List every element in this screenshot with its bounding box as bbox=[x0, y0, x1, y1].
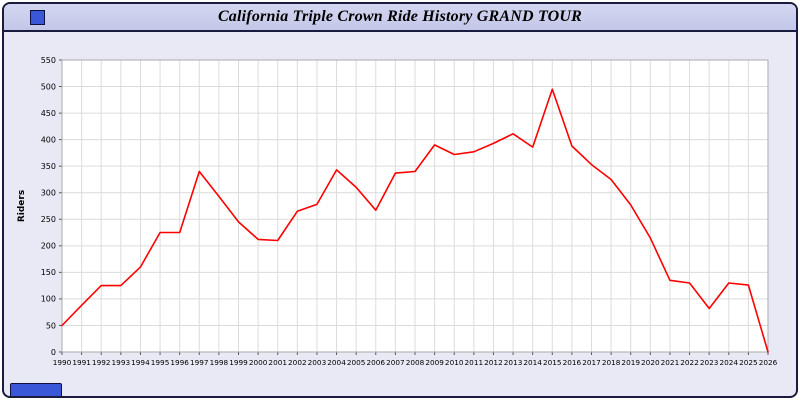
line-chart: 1990 1991 1992 1993 1994 1995 1996 1997 1998 1999… bbox=[17, 56, 778, 367]
svg-text:200: 200 bbox=[41, 242, 56, 251]
svg-text:1992: 1992 bbox=[92, 358, 111, 367]
svg-text:2009: 2009 bbox=[425, 358, 444, 367]
svg-text:1990: 1990 bbox=[53, 358, 72, 367]
svg-text:2003: 2003 bbox=[308, 358, 327, 367]
svg-text:1993: 1993 bbox=[112, 358, 131, 367]
svg-text:2025: 2025 bbox=[739, 358, 758, 367]
svg-text:2016: 2016 bbox=[563, 358, 582, 367]
svg-text:1996: 1996 bbox=[170, 358, 189, 367]
svg-text:0: 0 bbox=[51, 348, 56, 357]
svg-text:450: 450 bbox=[41, 109, 56, 118]
svg-text:400: 400 bbox=[41, 135, 56, 144]
svg-text:2015: 2015 bbox=[543, 358, 562, 367]
svg-text:2000: 2000 bbox=[249, 358, 268, 367]
svg-text:2004: 2004 bbox=[327, 358, 346, 367]
svg-text:2019: 2019 bbox=[621, 358, 640, 367]
svg-text:1994: 1994 bbox=[131, 358, 150, 367]
svg-text:Riders: Riders bbox=[17, 190, 27, 222]
svg-text:2005: 2005 bbox=[347, 358, 366, 367]
titlebar[interactable]: California Triple Crown Ride History GRA… bbox=[4, 4, 796, 32]
svg-text:2014: 2014 bbox=[523, 358, 542, 367]
svg-text:2007: 2007 bbox=[386, 358, 405, 367]
svg-text:2017: 2017 bbox=[582, 358, 601, 367]
svg-text:250: 250 bbox=[41, 215, 56, 224]
chart-panel: 1990 1991 1992 1993 1994 1995 1996 1997 1998 1999… bbox=[4, 32, 796, 396]
svg-text:2024: 2024 bbox=[719, 358, 738, 367]
svg-text:2013: 2013 bbox=[504, 358, 523, 367]
svg-text:1995: 1995 bbox=[151, 358, 170, 367]
window-title: California Triple Crown Ride History GRA… bbox=[217, 8, 583, 25]
svg-text:350: 350 bbox=[41, 162, 56, 171]
svg-text:2022: 2022 bbox=[680, 358, 699, 367]
svg-text:2023: 2023 bbox=[700, 358, 719, 367]
svg-text:100: 100 bbox=[41, 295, 56, 304]
svg-text:1991: 1991 bbox=[72, 358, 91, 367]
svg-text:2020: 2020 bbox=[641, 358, 660, 367]
window-icon bbox=[30, 10, 45, 25]
svg-text:2002: 2002 bbox=[288, 358, 307, 367]
svg-text:500: 500 bbox=[41, 82, 56, 91]
svg-text:2001: 2001 bbox=[268, 358, 287, 367]
svg-text:550: 550 bbox=[41, 56, 56, 65]
svg-text:2011: 2011 bbox=[465, 358, 484, 367]
svg-text:2008: 2008 bbox=[406, 358, 425, 367]
svg-text:150: 150 bbox=[41, 268, 56, 277]
svg-text:1998: 1998 bbox=[210, 358, 229, 367]
svg-text:2010: 2010 bbox=[445, 358, 464, 367]
svg-text:1999: 1999 bbox=[229, 358, 248, 367]
svg-text:2006: 2006 bbox=[366, 358, 385, 367]
svg-text:2018: 2018 bbox=[602, 358, 621, 367]
svg-text:2026: 2026 bbox=[759, 358, 778, 367]
svg-text:300: 300 bbox=[41, 189, 56, 198]
svg-text:2021: 2021 bbox=[661, 358, 680, 367]
bottom-left-button[interactable] bbox=[10, 383, 62, 396]
svg-text:2012: 2012 bbox=[484, 358, 503, 367]
svg-text:50: 50 bbox=[46, 321, 56, 330]
svg-text:1997: 1997 bbox=[190, 358, 209, 367]
